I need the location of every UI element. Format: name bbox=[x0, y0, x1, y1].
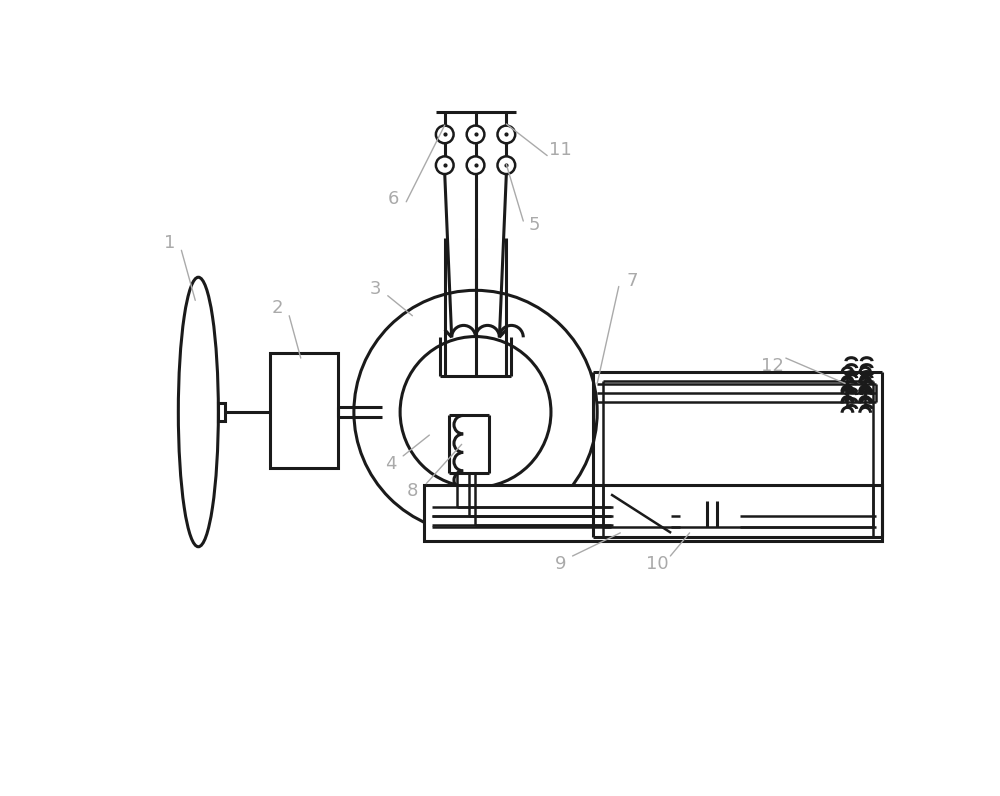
Bar bbox=[611, 494, 671, 533]
Text: 4: 4 bbox=[385, 455, 397, 473]
Circle shape bbox=[497, 156, 515, 174]
Circle shape bbox=[497, 126, 515, 143]
Circle shape bbox=[400, 337, 551, 487]
Circle shape bbox=[467, 156, 484, 174]
Bar bbox=[218, 403, 225, 421]
Text: 2: 2 bbox=[272, 299, 283, 317]
Text: 10: 10 bbox=[646, 555, 669, 572]
Text: 5: 5 bbox=[528, 216, 540, 234]
Text: 8: 8 bbox=[407, 482, 418, 501]
Bar bbox=[680, 494, 740, 533]
Text: 7: 7 bbox=[626, 272, 638, 290]
Circle shape bbox=[467, 126, 484, 143]
Text: 11: 11 bbox=[549, 141, 572, 159]
Text: 12: 12 bbox=[761, 357, 784, 375]
Circle shape bbox=[354, 291, 597, 533]
Text: 9: 9 bbox=[554, 555, 566, 572]
Text: 6: 6 bbox=[387, 189, 399, 208]
Circle shape bbox=[436, 156, 454, 174]
Bar bbox=[424, 485, 882, 540]
Text: 1: 1 bbox=[164, 233, 176, 252]
Circle shape bbox=[436, 126, 454, 143]
Text: 3: 3 bbox=[370, 279, 381, 298]
Bar bbox=[270, 353, 338, 468]
